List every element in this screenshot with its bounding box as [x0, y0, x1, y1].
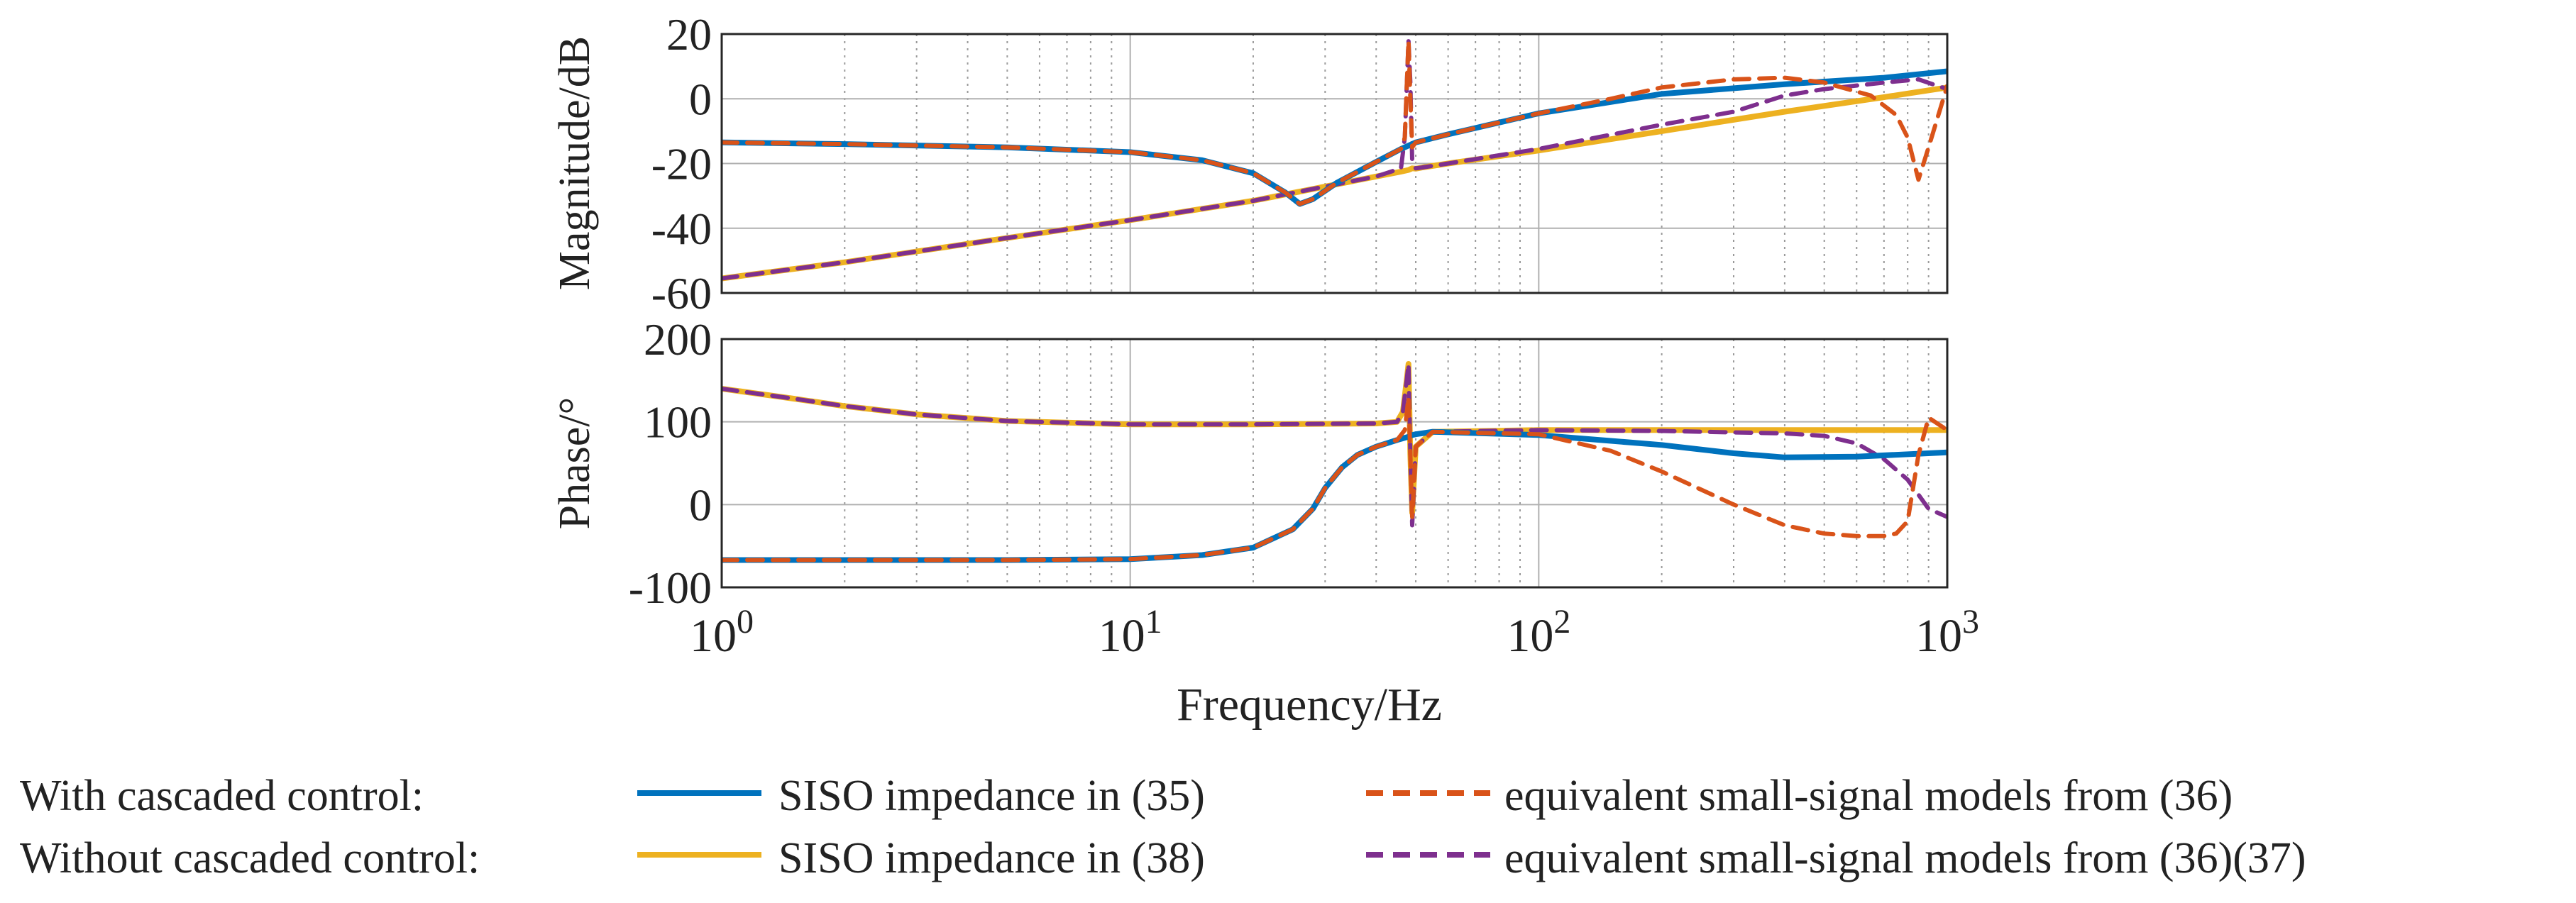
x-tick-label: 101: [1099, 603, 1162, 662]
magnitude-series-without-eq: [722, 38, 1947, 281]
legend-label-without-siso: SISO impedance in (38): [778, 834, 1205, 882]
legend-label-with-siso: SISO impedance in (35): [778, 772, 1205, 820]
y-tick-label: 100: [644, 397, 712, 448]
y-tick-label: -20: [651, 139, 712, 189]
phase-panel: 200 100 0 -100 Phase/°: [551, 314, 1949, 613]
y-tick-label: -100: [629, 563, 712, 613]
x-axis-label: Frequency/Hz: [1177, 679, 1442, 731]
y-tick-label: 20: [666, 9, 712, 60]
y-tick-label: -60: [651, 268, 712, 318]
legend: With cascaded control: Without cascaded …: [20, 772, 2306, 882]
magnitude-series: [722, 38, 1947, 282]
phase-y-axis-label: Phase/°: [551, 397, 599, 530]
magnitude-panel: 20 0 -20 -40 -60 Magnitude/dB: [551, 9, 1949, 318]
legend-group-with: With cascaded control:: [20, 772, 424, 820]
legend-label-with-eq: equivalent small-signal models from (36): [1504, 772, 2233, 820]
magnitude-y-tick-labels: 20 0 -20 -40 -60: [651, 9, 712, 318]
magnitude-grid: [722, 34, 1947, 293]
phase-grid: [722, 339, 1947, 587]
magnitude-axes-box: [720, 33, 1949, 294]
legend-label-without-eq: equivalent small-signal models from (36)…: [1504, 834, 2306, 882]
legend-group-without: Without cascaded control:: [20, 834, 480, 882]
magnitude-y-axis-label: Magnitude/dB: [551, 36, 599, 290]
phase-y-tick-labels: 200 100 0 -100: [629, 314, 712, 613]
x-tick-label: 103: [1915, 603, 1979, 662]
x-tick-labels: 100 101 102 103: [690, 603, 1979, 662]
y-tick-label: 0: [689, 480, 712, 530]
x-tick-label: 102: [1507, 603, 1570, 662]
y-tick-label: -40: [651, 204, 712, 254]
phase-series-with-eq: [722, 394, 1947, 563]
y-tick-label: 200: [644, 314, 712, 365]
y-tick-label: 0: [689, 74, 712, 124]
magnitude-series-with-eq: [722, 38, 1947, 206]
phase-axes-box: [720, 338, 1949, 589]
x-tick-label: 100: [690, 603, 754, 662]
phase-series: [722, 361, 1947, 563]
